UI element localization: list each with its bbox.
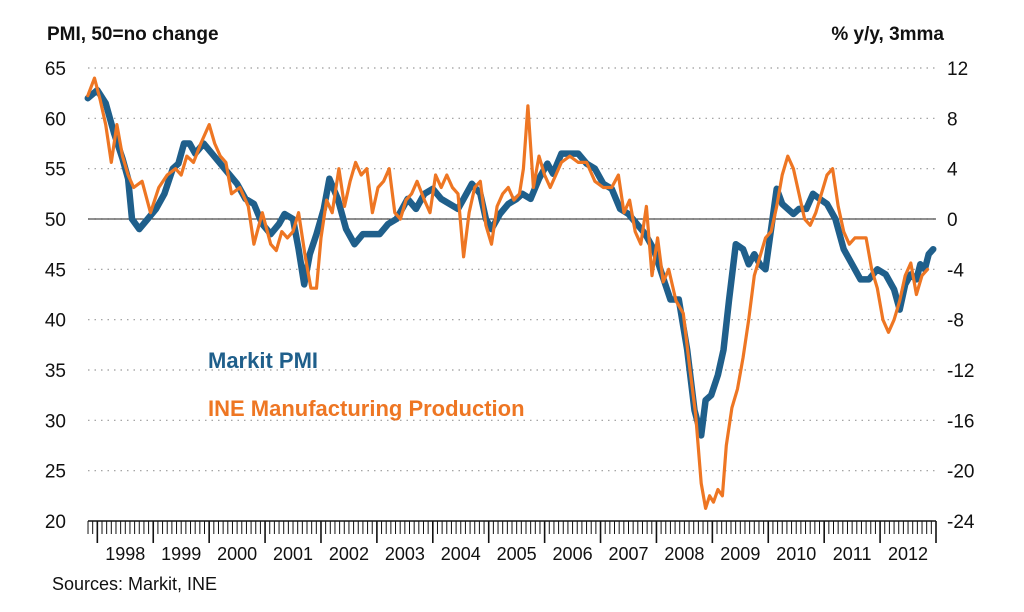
x-tick-label: 2008 — [664, 544, 704, 564]
x-tick-label: 2009 — [720, 544, 760, 564]
x-tick-label: 2004 — [441, 544, 481, 564]
x-tick-label: 2011 — [833, 544, 872, 564]
left-tick-label: 20 — [45, 512, 66, 533]
x-tick-label: 2002 — [329, 544, 369, 564]
left-tick-label: 40 — [45, 311, 66, 332]
series-line-ine-production — [86, 76, 930, 510]
x-tick-label: 2001 — [273, 544, 313, 564]
right-tick-label: 12 — [947, 59, 968, 80]
x-tick-label: 2012 — [888, 544, 928, 564]
right-axis-ticks: -24 -20 -16 -12 -8 -4 0 4 8 12 — [947, 59, 975, 533]
x-tick-label: 2006 — [553, 544, 593, 564]
source-note: Sources: Markit, INE — [52, 574, 218, 594]
left-tick-label: 25 — [45, 462, 66, 483]
x-tick-label: 2010 — [776, 544, 816, 564]
series-lines — [84, 76, 937, 510]
right-tick-label: 4 — [947, 160, 958, 181]
x-tick-label: 1998 — [105, 544, 145, 564]
left-tick-label: 35 — [45, 361, 66, 382]
left-tick-label: 30 — [45, 411, 66, 432]
right-tick-label: 0 — [947, 210, 958, 231]
right-tick-label: -12 — [947, 361, 974, 382]
x-axis: 1998 1999 2000 2001 2002 2003 2004 2005 2006 2007… — [87, 520, 937, 564]
legend-ine-production: INE Manufacturing Production — [208, 396, 525, 421]
left-tick-label: 65 — [45, 59, 66, 80]
x-tick-label: 1999 — [161, 544, 201, 564]
left-axis-title: PMI, 50=no change — [47, 24, 219, 45]
left-tick-label: 45 — [45, 260, 66, 281]
x-tick-label: 2000 — [217, 544, 257, 564]
left-axis-ticks: 20 25 30 35 40 45 50 55 60 65 — [45, 59, 66, 533]
x-tick-label: 2005 — [497, 544, 537, 564]
right-tick-label: -4 — [947, 260, 964, 281]
left-tick-label: 55 — [45, 160, 66, 181]
right-axis-title: % y/y, 3mma — [831, 24, 944, 45]
right-tick-label: -8 — [947, 311, 964, 332]
right-tick-label: -24 — [947, 512, 975, 533]
right-tick-label: -20 — [947, 462, 974, 483]
right-tick-label: 8 — [947, 109, 958, 130]
left-tick-label: 50 — [45, 210, 66, 231]
legend-markit-pmi: Markit PMI — [208, 348, 319, 373]
x-tick-label: 2007 — [608, 544, 648, 564]
right-tick-label: -16 — [947, 411, 974, 432]
left-tick-label: 60 — [45, 109, 66, 130]
x-tick-label: 2003 — [385, 544, 425, 564]
